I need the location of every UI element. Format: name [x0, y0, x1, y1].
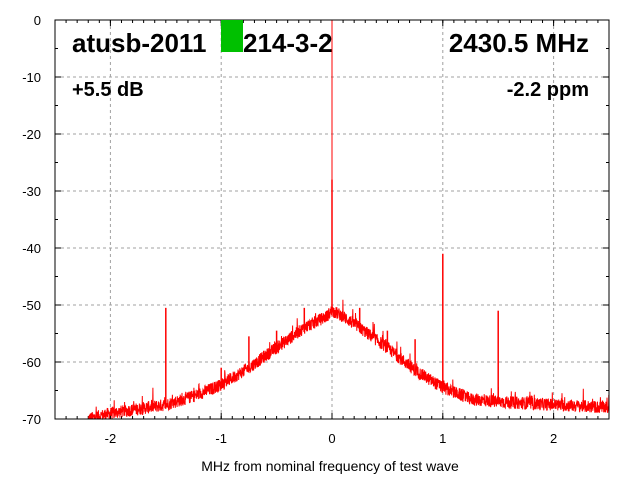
y-tick-label: -10	[22, 70, 41, 85]
subtitle-left: +5.5 dB	[72, 79, 144, 101]
y-tick-label: 0	[34, 13, 41, 28]
x-tick-label: 0	[328, 431, 335, 446]
x-tick-label: -2	[105, 431, 117, 446]
y-tick-label: -40	[22, 241, 41, 256]
x-axis-label: MHz from nominal frequency of test wave	[201, 458, 459, 474]
y-tick-label: -20	[22, 127, 41, 142]
noise-floor-line	[87, 299, 610, 420]
title-right: 2430.5 MHz	[449, 28, 589, 58]
x-tick-label: -1	[215, 431, 227, 446]
title-left-a: atusb-2011	[72, 28, 206, 58]
x-tick-label: 2	[550, 431, 557, 446]
y-tick-label: -60	[22, 355, 41, 370]
redaction-box	[221, 20, 243, 52]
title-left-b: 214-3-2	[243, 28, 333, 58]
y-tick-label: -70	[22, 412, 41, 427]
spectrum-series	[87, 20, 610, 420]
plot-frame	[54, 19, 610, 420]
subtitle-right: -2.2 ppm	[507, 79, 589, 101]
x-tick-label: 1	[439, 431, 446, 446]
y-tick-label: -30	[22, 184, 41, 199]
y-tick-label: -50	[22, 298, 41, 313]
